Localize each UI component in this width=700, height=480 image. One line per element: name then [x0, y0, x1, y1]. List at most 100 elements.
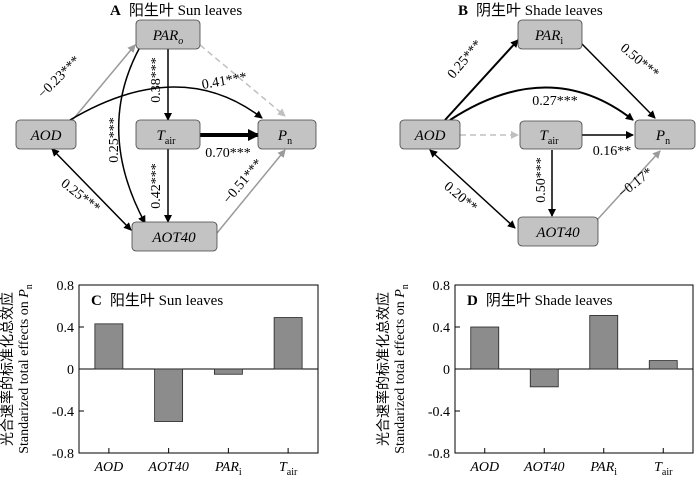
chart-d-xtick-label: PARi: [589, 460, 617, 478]
edge-a-aot40-pn: [216, 149, 286, 234]
coef-b-aod-par: 0.25***: [445, 38, 486, 82]
edge-a-aod-pn: [69, 86, 263, 121]
node-b-pn-label: Pn: [655, 128, 670, 147]
diagram-b-letter: B: [458, 3, 468, 19]
node-b-par: PARi: [517, 19, 583, 50]
coef-a-aod-par: −0.23***: [35, 53, 83, 101]
diagram-b-title: 阴生叶 Shade leaves: [476, 2, 603, 19]
edge-a-par-aot40: [118, 46, 146, 224]
node-a-pn-label: Pn: [277, 128, 292, 147]
coef-b-aot40-pn: −0.17*: [616, 165, 656, 201]
node-a-tair: Tair: [135, 119, 201, 150]
diagram-a-letter: A: [110, 3, 121, 19]
coef-a-par-aot40: 0.25***: [107, 117, 122, 163]
coef-a-par-tair: 0.38***: [149, 57, 164, 103]
node-b-aod-label: AOD: [414, 128, 446, 144]
edge-b-aod-par: [444, 39, 519, 121]
chart-c-title: 阳生叶 Sun leaves: [110, 292, 223, 309]
chart-c-ytick-label: 0: [67, 363, 74, 378]
node-b-tair: Tair: [519, 120, 583, 150]
node-a-aod-label: AOD: [30, 128, 62, 144]
chart-c-ytick-label: -0.8: [52, 447, 74, 462]
node-a-tair-label: Tair: [157, 128, 177, 147]
chart-d-letter: D: [467, 293, 478, 309]
chart-c-header: C 阳生叶 Sun leaves: [91, 292, 223, 309]
node-a-pn-box: [257, 119, 317, 150]
chart-d-ytick-label: -0.4: [428, 405, 450, 420]
bar-chart-c: C 阳生叶 Sun leaves -0.8 -0.4 0 0.4 0.8 光合速率的标准化总效…: [0, 279, 319, 478]
node-b-par-box: [517, 19, 583, 50]
chart-c-letter: C: [91, 293, 102, 309]
coef-b-tair-pn: 0.16**: [593, 144, 632, 159]
node-a-aot40-label: AOT40: [151, 230, 196, 246]
edge-a-aod-aot40: [51, 148, 132, 231]
chart-d-xtick-label: AOD: [469, 460, 499, 475]
coef-b-aod-aot40: 0.20**: [441, 179, 480, 215]
coef-b-par-pn: 0.50***: [617, 41, 661, 82]
chart-d-ytick-label: -0.8: [428, 447, 450, 462]
coef-a-tair-pn: 0.70***: [205, 146, 251, 161]
chart-d-xtick-label: AOT40: [523, 460, 564, 475]
chart-c-xtick-label: AOD: [93, 460, 123, 475]
chart-c-ylabel-en: Standarized total effects on Pn: [17, 284, 35, 454]
diagram-a-header: A 阳生叶 Sun leaves: [110, 2, 242, 19]
chart-c-bar: [273, 317, 303, 370]
node-b-pn-box: [634, 119, 696, 150]
coef-b-tair-aot40: 0.50***: [534, 157, 549, 203]
chart-d-bar: [589, 315, 619, 370]
chart-d-ylabel-en: Standarized total effects on Pn: [393, 284, 411, 454]
edge-b-aot40-pn: [596, 150, 661, 221]
node-b-tair-label: Tair: [540, 128, 560, 147]
node-a-aod-box: [15, 119, 77, 150]
chart-c-ytick-label: 0.8: [57, 279, 75, 294]
chart-d-ytick-label: 0.8: [433, 279, 451, 294]
chart-d-bar: [470, 326, 500, 370]
edge-b-aod-aot40: [429, 149, 516, 229]
coef-a-tair-aot40: 0.42***: [149, 163, 164, 209]
chart-c-bar: [213, 368, 243, 375]
node-b-aot40-box: [517, 216, 599, 247]
chart-d-ylabel-cn: 光合速率的标准化总效应: [375, 292, 392, 446]
chart-d-ytick-label: 0: [443, 363, 450, 378]
coef-b-aod-pn: 0.27***: [532, 94, 578, 109]
chart-c-ylabel-cn: 光合速率的标准化总效应: [0, 292, 16, 446]
node-b-tair-box: [519, 120, 583, 150]
diagram-a-title: 阳生叶 Sun leaves: [129, 2, 242, 19]
chart-c-xtick-label: AOT40: [147, 460, 188, 475]
chart-d-title: 阴生叶 Shade leaves: [486, 292, 613, 309]
chart-c-xtick-label: PARi: [214, 460, 242, 478]
coef-a-aod-aot40: 0.25***: [58, 176, 103, 216]
node-a-par: PARo: [135, 19, 201, 50]
chart-d-xtick-label: Tair: [654, 460, 673, 478]
node-a-aot40: AOT40: [131, 221, 218, 252]
edge-b-par-pn: [581, 43, 656, 119]
node-b-aot40-label: AOT40: [535, 225, 580, 241]
node-b-aot40: AOT40: [517, 216, 599, 247]
node-b-pn: Pn: [634, 119, 696, 150]
diagram-b: B 阴生叶 Shade leaves 0.25*** 0.50*** 0.27**…: [399, 2, 696, 247]
diagram-a: A 阳生叶 Sun leaves −0.23*** 0.38*** 0.41***…: [15, 2, 317, 252]
node-a-par-box: [135, 19, 201, 50]
node-a-aod: AOD: [15, 119, 77, 150]
chart-c-xtick-label: Tair: [279, 460, 298, 478]
chart-c-ytick-label: 0.4: [57, 321, 75, 336]
node-a-aot40-box: [131, 221, 218, 252]
chart-d-bar: [648, 360, 678, 370]
node-a-pn: Pn: [257, 119, 317, 150]
node-b-aod: AOD: [399, 119, 461, 150]
diagram-b-header: B 阴生叶 Shade leaves: [458, 2, 603, 19]
edge-a-aod-par: [69, 44, 136, 124]
node-a-tair-box: [135, 119, 201, 150]
chart-c-ytick-label: -0.4: [52, 405, 74, 420]
chart-d-bar: [529, 368, 559, 388]
edge-b-aod-pn: [449, 86, 634, 121]
chart-d-header: D 阴生叶 Shade leaves: [467, 292, 613, 309]
chart-c-bar: [94, 323, 124, 370]
node-b-aod-box: [399, 119, 461, 150]
node-a-par-label: PARo: [152, 28, 184, 47]
chart-d-ytick-label: 0.4: [433, 321, 451, 336]
bar-chart-d: D 阴生叶 Shade leaves -0.8 -0.4 0 0.4 0.8 光合速率的标准化…: [375, 279, 694, 478]
coef-a-aod-pn: 0.41***: [201, 70, 248, 93]
edge-a-par-pn: [199, 44, 286, 117]
